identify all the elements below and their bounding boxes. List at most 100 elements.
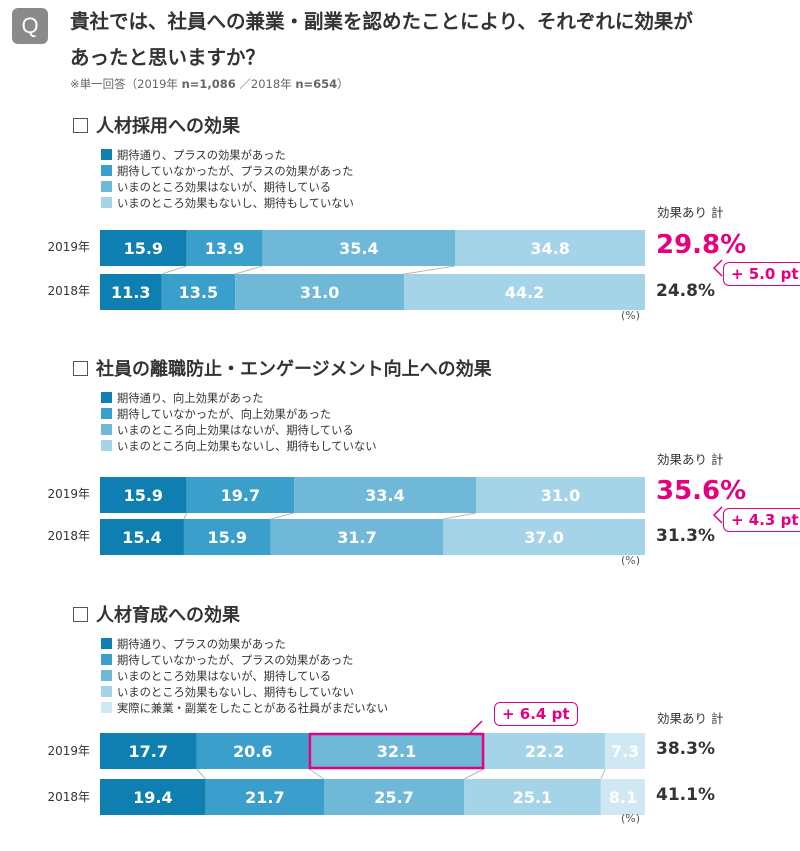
bar-value-label: 25.7 — [374, 788, 413, 807]
stacked-bars: 17.7 20.6 32.1 22.2 7.3 19.4 21.7 25.7 25.1 8.1 — [100, 720, 645, 815]
total-2019: 29.8% — [656, 230, 747, 260]
bar-segment — [464, 779, 601, 815]
legend: 期待通り、プラスの効果があった 期待していなかったが、プラスの効果があった いまのと… — [101, 637, 388, 717]
bar-value-label: 31.0 — [300, 283, 339, 302]
year-label-2018: 2018年 — [47, 529, 90, 543]
legend-item: 期待通り、向上効果があった — [101, 391, 377, 407]
connector-line — [600, 768, 606, 780]
legend: 期待通り、プラスの効果があった期待していなかったが、プラスの効果があった いまのと… — [101, 148, 354, 212]
legend-swatch — [101, 424, 112, 435]
legend-item: 期待通り、プラスの効果があった — [101, 148, 354, 164]
checkbox-icon — [73, 361, 88, 376]
connector-line — [308, 768, 325, 780]
connector-line — [161, 265, 187, 275]
bar-segment — [484, 733, 606, 769]
bar-segment — [600, 779, 645, 815]
bar-value-label: 33.4 — [365, 486, 404, 505]
section-title: 人材育成への効果 — [73, 601, 240, 627]
legend-swatch — [101, 686, 112, 697]
legend-label: 実際に兼業・副業をしたことがある社員がまだいない — [117, 702, 389, 715]
legend-item: いまのところ向上効果もないし、期待もしていない — [101, 439, 377, 455]
bar-value-label: 35.4 — [339, 239, 378, 258]
legend-label: いまのところ向上効果はないが、期待している — [117, 424, 354, 437]
chart-section-development: 人材育成への効果 期待通り、プラスの効果があった 期待していなかったが、プラスの効… — [0, 601, 800, 851]
total-header: 効果あり 計 — [657, 205, 724, 220]
question-line-2: あったと思いますか？ — [70, 46, 266, 69]
bar-value-label: 13.5 — [179, 283, 218, 302]
bar-segment — [294, 477, 477, 513]
legend: 期待通り、向上効果があった 期待していなかったが、向上効果があったいまのところ向上… — [101, 391, 377, 455]
highlight-box — [308, 732, 485, 770]
bar-value-label: 19.7 — [221, 486, 260, 505]
legend-label: 期待通り、プラスの効果があった — [117, 638, 286, 651]
legend-item: 期待通り、プラスの効果があった — [101, 637, 388, 653]
bar-segment — [476, 477, 645, 513]
note-mid: ／2018年 — [235, 77, 296, 91]
connector-line — [463, 768, 485, 780]
legend-label: いまのところ効果もないし、期待もしていない — [117, 197, 354, 210]
bar-value-label: 15.9 — [124, 486, 163, 505]
bar-segment — [161, 274, 236, 310]
bar-value-label: 25.1 — [513, 788, 552, 807]
total-header: 効果あり 計 — [657, 711, 724, 726]
year-label-2019: 2019年 — [47, 744, 90, 758]
year-label-2019: 2019年 — [47, 487, 90, 501]
section-title: 社員の離職防止・エンゲージメント向上への効果 — [73, 355, 492, 381]
bar-value-label: 19.4 — [133, 788, 172, 807]
question-line-1: 貴社では、社員への兼業・副業を認めたことにより、それぞれに効果が — [70, 10, 693, 33]
bar-value-label: 15.4 — [122, 528, 161, 547]
note-prefix: ※単一回答（2019年 — [70, 77, 182, 91]
unit-label: (%) — [621, 812, 641, 825]
legend-label: いまのところ効果はないが、期待している — [117, 670, 332, 683]
legend-swatch — [101, 392, 112, 403]
legend-swatch — [101, 654, 112, 665]
diff-callout: + 4.3 pt — [723, 508, 800, 532]
legend-label: 期待通り、プラスの効果があった — [117, 149, 286, 162]
legend-swatch — [101, 408, 112, 419]
question-text: 貴社では、社員への兼業・副業を認めたことにより、それぞれに効果が あったと思いま… — [70, 4, 790, 76]
legend-item: いまのところ効果はないが、期待している — [101, 669, 388, 685]
bar-value-label: 21.7 — [245, 788, 284, 807]
legend-swatch — [101, 440, 112, 451]
bar-segment — [262, 230, 456, 266]
legend-item: いまのところ向上効果はないが、期待している — [101, 423, 377, 439]
bar-segment — [308, 733, 485, 769]
bar-segment — [186, 230, 263, 266]
connector-line — [235, 265, 263, 275]
legend-item: 期待していなかったが、プラスの効果があった — [101, 164, 354, 180]
bar-value-label: 44.2 — [505, 283, 544, 302]
connector-line — [404, 265, 456, 275]
bar-value-label: 7.3 — [611, 742, 639, 761]
bar-value-label: 15.9 — [124, 239, 163, 258]
total-2018: 24.8% — [656, 281, 715, 301]
legend-swatch — [101, 702, 112, 713]
chart-section-retention: 社員の離職防止・エンゲージメント向上への効果 期待通り、向上効果があった 期待して… — [0, 355, 800, 605]
bar-segment — [100, 779, 206, 815]
bar-value-label: 34.8 — [530, 239, 569, 258]
unit-label: (%) — [621, 309, 641, 322]
bar-segment — [100, 274, 162, 310]
bar-segment — [443, 519, 645, 555]
bar-value-label: 31.0 — [541, 486, 580, 505]
total-header: 効果あり 計 — [657, 452, 724, 467]
legend-item: いまのところ効果はないが、期待している — [101, 180, 354, 196]
bar-segment — [100, 477, 187, 513]
total-2019: 35.6% — [656, 476, 747, 506]
stacked-bars: 15.9 19.7 33.4 31.0 15.4 15.9 31.7 37.0 — [100, 477, 723, 555]
year-label-2019: 2019年 — [47, 240, 90, 254]
bar-segment — [196, 733, 309, 769]
bar-value-label: 22.2 — [525, 742, 564, 761]
legend-label: 期待していなかったが、向上効果があった — [117, 408, 332, 421]
legend-swatch — [101, 149, 112, 160]
legend-label: 期待していなかったが、プラスの効果があった — [117, 165, 354, 178]
legend-label: いまのところ向上効果もないし、期待もしていない — [117, 440, 377, 453]
legend-item: 実際に兼業・副業をしたことがある社員がまだいない — [101, 701, 388, 717]
note-n-2018: n=654 — [295, 77, 338, 91]
legend-swatch — [101, 181, 112, 192]
connector-line — [270, 512, 295, 520]
legend-swatch — [101, 197, 112, 208]
total-2019: 38.3% — [656, 739, 715, 759]
legend-label: いまのところ効果はないが、期待している — [117, 181, 332, 194]
bar-segment — [205, 779, 324, 815]
bar-segment — [100, 230, 187, 266]
